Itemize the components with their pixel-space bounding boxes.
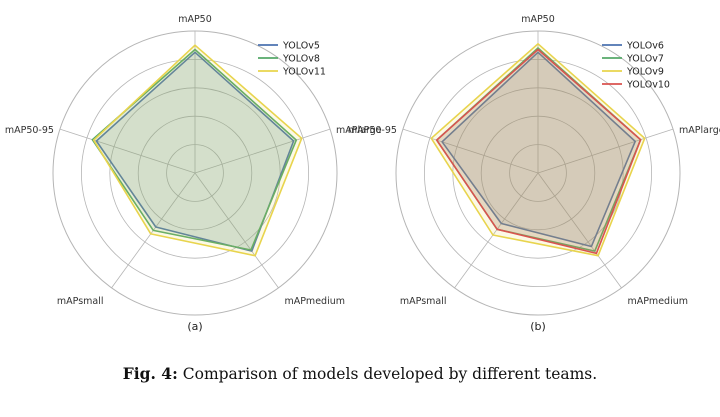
caption-text: Comparison of models developed by differ… [182, 365, 598, 383]
legend: YOLOv6 YOLOv7 YOLOv9 YOLOv10 [602, 41, 670, 91]
axis-label: mAPmedium [284, 296, 345, 307]
caption-prefix: Fig. 4: [122, 364, 178, 383]
series-polygon-yolov5 [95, 51, 295, 252]
axis-spoke [194, 128, 331, 174]
axis-spoke [59, 128, 196, 174]
axis-label: mAPsmall [57, 296, 104, 307]
axis-spoke [537, 172, 622, 289]
series-polygon-yolov11 [92, 44, 303, 257]
axis-label: mAP50-95 [5, 125, 54, 136]
panel-label: (b) [530, 320, 546, 333]
axis-label: mAPlarge [679, 125, 720, 136]
axis-label: mAP50 [178, 14, 212, 25]
legend-label: YOLOv6 [626, 41, 664, 52]
legend-label: YOLOv8 [282, 54, 320, 65]
legend-label: YOLOv5 [282, 41, 320, 52]
legend: YOLOv5 YOLOv8 YOLOv11 [258, 41, 326, 78]
axis-spoke [454, 172, 539, 289]
axis-label: mAPlarge [336, 125, 382, 136]
radar-chart-b: mAP50 mAPlarge mAPmedium mAPsmall mAP50-95 YO… [348, 14, 720, 333]
legend-label: YOLOv9 [626, 67, 664, 78]
axis-spoke [537, 128, 674, 174]
axis-label: mAPsmall [400, 296, 447, 307]
axis-spoke [402, 128, 539, 174]
legend-label: YOLOv11 [282, 67, 326, 78]
axis-label: mAP50-95 [348, 125, 397, 136]
legend-label: YOLOv7 [626, 54, 664, 65]
axis-label: mAPmedium [627, 296, 688, 307]
figure-caption: Fig. 4: Comparison of models developed b… [0, 364, 720, 383]
legend-label: YOLOv10 [626, 80, 670, 91]
series-polygon-yolov6 [441, 51, 637, 248]
series-polygon-yolov10 [435, 48, 642, 255]
radar-chart-a: mAP50 mAPlarge mAPmedium mAPsmall mAP50-95 YO… [5, 14, 382, 333]
panel-label: (a) [187, 320, 202, 333]
axis-label: mAP50 [521, 14, 555, 25]
axis-spoke [194, 172, 279, 289]
